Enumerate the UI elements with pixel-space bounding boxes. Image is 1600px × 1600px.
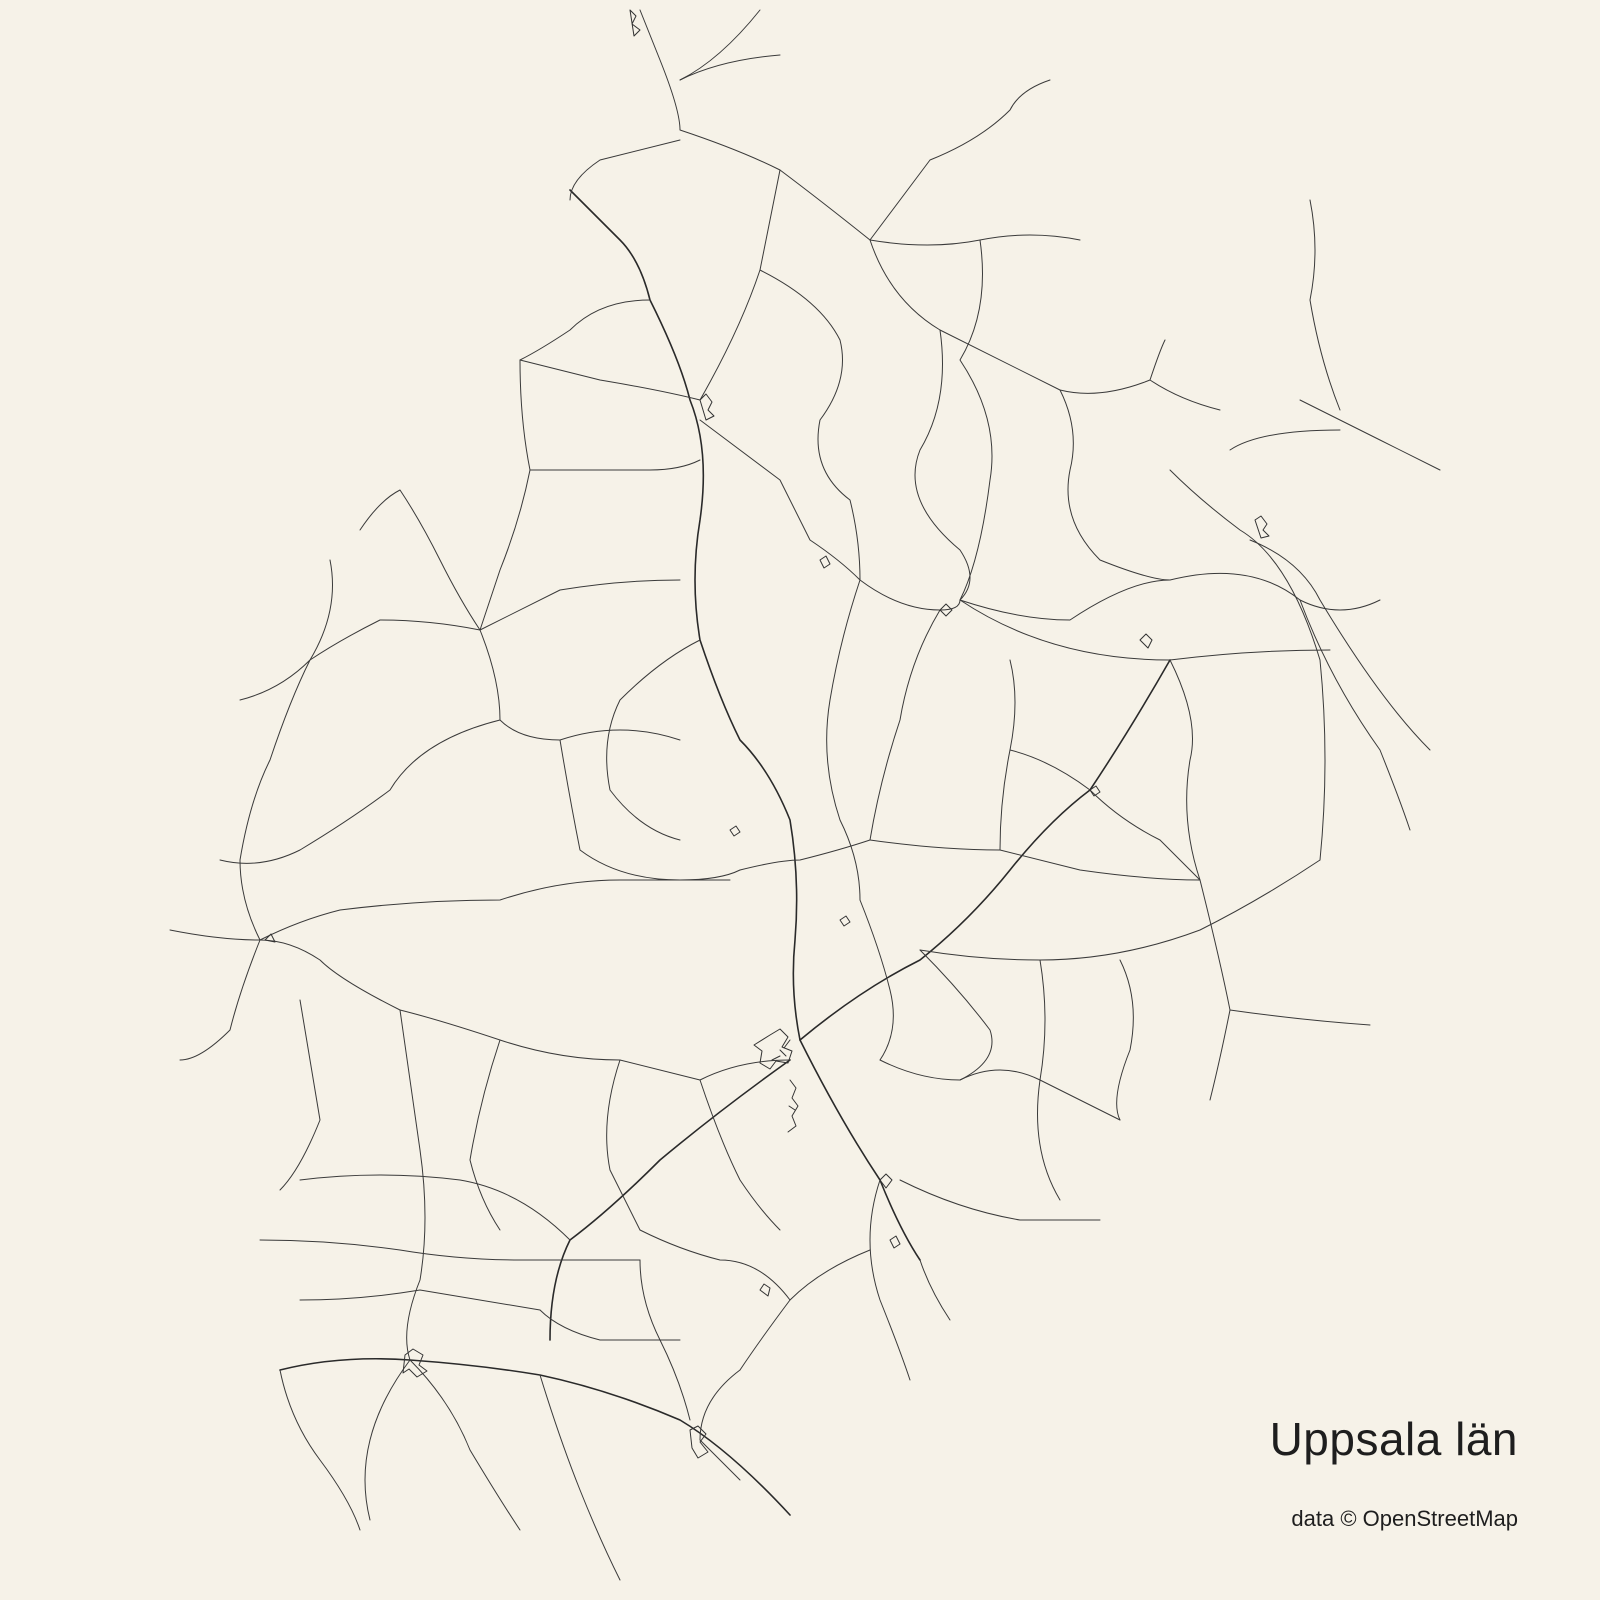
minor-roads bbox=[169, 9, 1441, 1581]
data-credit: data © OpenStreetMap bbox=[1291, 1506, 1518, 1531]
town-clusters bbox=[264, 9, 1270, 1459]
map-title: Uppsala län bbox=[1269, 1413, 1518, 1465]
major-roads bbox=[279, 189, 1171, 1516]
